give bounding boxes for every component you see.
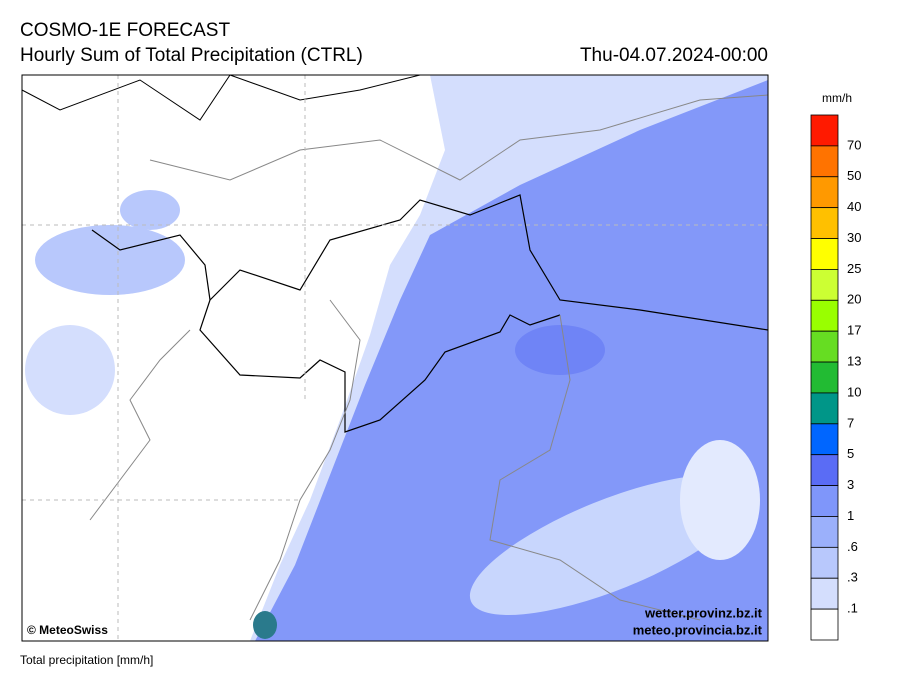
credit: © MeteoSwiss: [27, 623, 108, 637]
legend-swatch: [810, 269, 839, 301]
legend-label: 1: [847, 508, 854, 523]
legend-swatch: [810, 207, 839, 239]
subtitle: Hourly Sum of Total Precipitation (CTRL): [20, 45, 363, 66]
legend-label: .6: [847, 539, 858, 554]
legend-swatch: [810, 546, 839, 579]
region-line: [149, 94, 768, 181]
border: [199, 299, 561, 433]
map: © MeteoSwiss wetter.provinz.bz.it meteo.…: [21, 74, 769, 642]
legend-label: 7: [847, 415, 854, 430]
precip-patch: [515, 325, 605, 375]
legend-label: 13: [847, 353, 861, 368]
legend-swatch: [810, 516, 839, 548]
legend-swatch: [810, 145, 839, 178]
region-line: [89, 329, 191, 521]
precip-patch: [120, 190, 180, 230]
legend-label: 30: [847, 230, 861, 245]
legend-swatch: [810, 608, 839, 641]
legend-swatch: [810, 454, 839, 486]
border: [91, 194, 768, 331]
legend: mm/h 70 50 40 30 25 20 17 13 10 7 5 3 1 .6 .3 .1: [810, 91, 861, 641]
precip-patch: [253, 611, 277, 639]
legend-label: 50: [847, 168, 861, 183]
source: meteo.provincia.bz.it: [633, 622, 763, 637]
precip-patch: [35, 225, 185, 295]
legend-label: 10: [847, 384, 861, 399]
title: COSMO-1E FORECAST: [20, 20, 230, 41]
source: wetter.provinz.bz.it: [644, 605, 763, 620]
legend-label: 5: [847, 446, 854, 461]
legend-swatch: [810, 577, 839, 610]
precip-patch: [469, 475, 751, 615]
legend-swatch: [810, 114, 839, 147]
legend-unit: mm/h: [822, 91, 852, 105]
map-frame: [21, 74, 769, 642]
valid-time: Thu-04.07.2024-00:00: [580, 45, 768, 66]
border: [22, 75, 421, 121]
legend-label: 20: [847, 292, 861, 307]
legend-swatch: [810, 299, 839, 332]
legend-swatch: [810, 330, 839, 363]
legend-label: 25: [847, 261, 861, 276]
region-line: [489, 314, 701, 621]
legend-swatch: [810, 176, 839, 209]
precip-patch: [680, 440, 760, 560]
caption: Total precipitation [mm/h]: [20, 653, 153, 667]
legend-label: 3: [847, 477, 854, 492]
legend-swatch: [810, 423, 839, 456]
legend-label: 17: [847, 323, 861, 338]
legend-swatch: [810, 361, 839, 394]
legend-label: 40: [847, 199, 861, 214]
precip-patch: [25, 325, 115, 415]
legend-swatch: [810, 485, 839, 517]
legend-label: .1: [847, 601, 858, 616]
legend-label: .3: [847, 570, 858, 585]
legend-swatch: [810, 238, 839, 270]
region-line: [249, 299, 361, 621]
legend-label: 70: [847, 137, 861, 152]
legend-swatch: [810, 392, 839, 425]
